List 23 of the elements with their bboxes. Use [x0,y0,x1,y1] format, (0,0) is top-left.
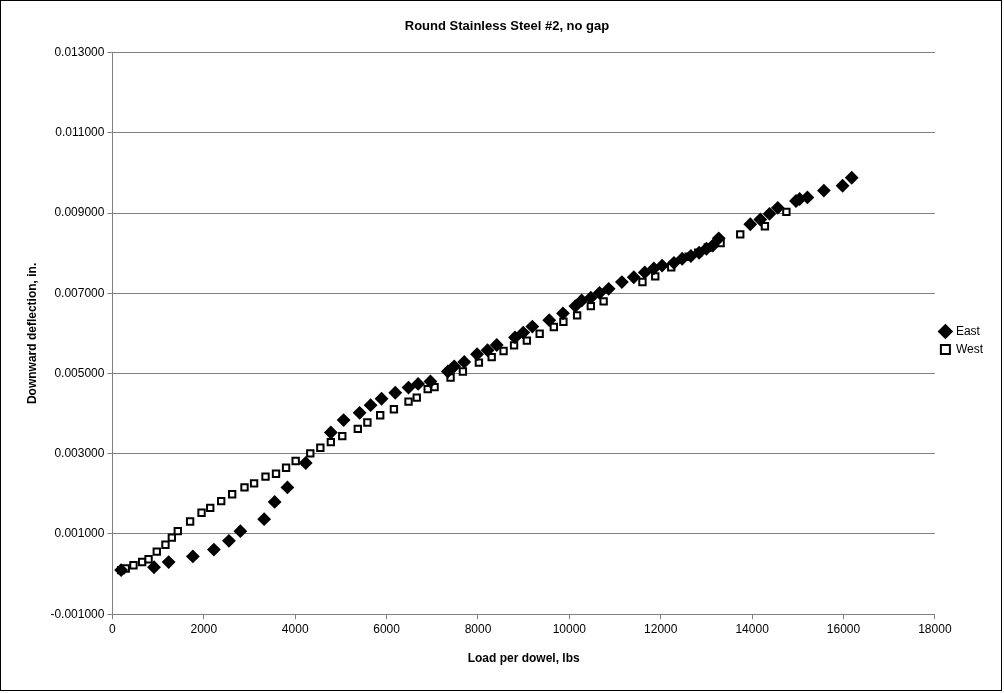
x-tick-label: 18000 [918,621,952,636]
y-tick-label: 0.011000 [55,125,105,140]
y-axis-title: Downward deflection, in. [24,262,39,405]
x-tick-label: 8000 [464,621,492,636]
x-axis-title: Load per dowel, lbs [467,651,580,666]
y-tick-label: 0.001000 [54,526,105,541]
x-tick-label: 10000 [552,621,587,636]
x-tick-label: 12000 [644,621,678,636]
y-tick-label: 0.007000 [54,285,105,300]
x-tick-label: 0 [109,621,117,636]
y-tick-label: 0.013000 [54,44,105,59]
y-tick-label: 0.003000 [54,446,105,461]
x-tick-label: 16000 [826,621,861,636]
y-tick-label: -0.001000 [50,606,105,621]
y-tick-label: 0.005000 [54,365,105,380]
x-tick-label: 6000 [373,621,401,636]
x-tick-label: 4000 [281,621,309,636]
legend-label: West [955,341,984,356]
y-tick-label: 0.009000 [54,205,105,220]
x-tick-label: 14000 [735,621,770,636]
chart-title: Round Stainless Steel #2, no gap [404,18,610,34]
legend-label: East [955,323,981,338]
x-tick-label: 2000 [190,621,218,636]
